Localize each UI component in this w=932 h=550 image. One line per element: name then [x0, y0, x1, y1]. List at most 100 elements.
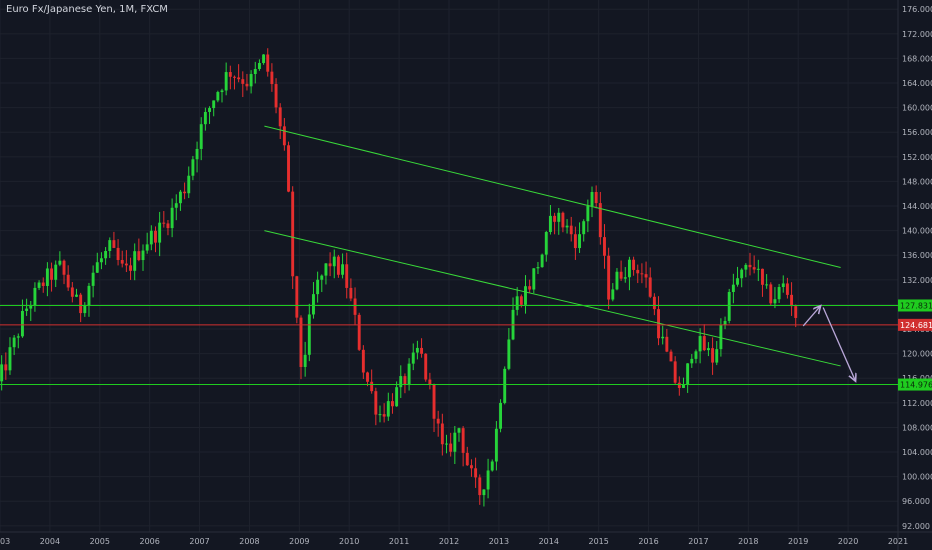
- candle-body-up: [536, 267, 540, 269]
- candle-body-down: [432, 384, 436, 419]
- candle-body-down: [366, 372, 369, 382]
- candle-body-down: [116, 247, 120, 261]
- price-tag: [898, 299, 932, 312]
- candle-body-up: [698, 336, 702, 352]
- candle-body-down: [594, 191, 598, 204]
- trend-channel-line: [264, 230, 841, 367]
- candle-body-down: [120, 260, 124, 264]
- candle-body-down: [636, 269, 640, 274]
- candle-body-down: [328, 263, 332, 267]
- candle-body-up: [83, 305, 87, 314]
- x-tick-label: 2013: [489, 537, 509, 546]
- candle-body-down: [345, 264, 349, 288]
- candle-body-up: [191, 159, 195, 176]
- candle-body-up: [445, 443, 448, 445]
- candle-body-up: [54, 264, 58, 280]
- y-tick-label: 144.000: [902, 202, 932, 211]
- candle-body-up: [307, 314, 311, 355]
- candle-body-down: [266, 54, 270, 72]
- candle-body-down: [382, 414, 386, 417]
- candle-body-up: [29, 305, 33, 309]
- candle-body-up: [133, 251, 137, 271]
- candle-body-up: [378, 414, 382, 416]
- candle-body-up: [12, 337, 16, 348]
- candle-body-down: [299, 317, 303, 367]
- candle-body-up: [195, 148, 199, 160]
- candle-body-down: [349, 287, 353, 299]
- y-tick-label: 96.000: [902, 497, 930, 506]
- candle-body-down: [391, 401, 394, 407]
- candle-body-up: [303, 354, 307, 367]
- candle-body-down: [62, 260, 66, 275]
- y-tick-label: 152.000: [902, 153, 932, 162]
- candle-body-up: [731, 284, 735, 292]
- candle-body-up: [95, 262, 99, 273]
- x-tick-label: 2007: [189, 537, 209, 546]
- candle-body-down: [374, 391, 378, 415]
- candle-body-down: [278, 107, 282, 127]
- y-tick-label: 160.000: [902, 104, 932, 113]
- candle-body-up: [58, 260, 62, 265]
- candle-body-down: [50, 268, 54, 280]
- candle-body-down: [270, 71, 274, 85]
- candle-body-up: [149, 230, 153, 245]
- candle-body-down: [632, 259, 636, 270]
- candle-body-up: [220, 90, 224, 93]
- y-tick-label: 168.000: [902, 54, 932, 63]
- y-tick-label: 112.000: [902, 399, 932, 408]
- candle-body-down: [619, 271, 623, 279]
- candle-body-down: [469, 465, 473, 469]
- candle-body-up: [744, 264, 748, 270]
- y-tick-label: 132.000: [902, 276, 932, 285]
- candle-body-up: [736, 278, 739, 285]
- x-tick-label: 2009: [289, 537, 309, 546]
- candle-body-up: [178, 191, 182, 204]
- candle-body-up: [615, 271, 619, 290]
- candle-body-down: [440, 423, 444, 445]
- candle-body-up: [75, 294, 78, 297]
- candle-body-up: [16, 336, 20, 338]
- candle-body-up: [507, 339, 511, 369]
- candle-body-up: [578, 234, 581, 249]
- candle-body-down: [702, 336, 706, 351]
- candle-body-down: [598, 203, 602, 238]
- candle-body-up: [453, 432, 457, 452]
- candle-body-up: [324, 263, 328, 276]
- candle-body-up: [145, 244, 149, 251]
- candle-body-down: [166, 223, 170, 229]
- candle-body-down: [403, 376, 407, 385]
- candle-body-down: [790, 294, 794, 307]
- y-tick-label: 156.000: [902, 128, 932, 137]
- candle-body-down: [449, 443, 453, 452]
- candle-body-up: [332, 256, 336, 267]
- x-tick-label: 2006: [139, 537, 159, 546]
- candle-body-up: [203, 111, 207, 125]
- candle-body-up: [20, 310, 24, 337]
- candle-body-down: [711, 348, 715, 363]
- candle-body-down: [137, 251, 141, 261]
- price-tag-label: 127.831: [900, 301, 932, 310]
- candle-body-up: [623, 277, 627, 279]
- x-tick-label: 2004: [40, 537, 60, 546]
- candle-body-up: [686, 363, 690, 385]
- candle-body-down: [561, 212, 565, 228]
- candle-body-up: [773, 299, 777, 304]
- y-tick-label: 136.000: [902, 251, 932, 260]
- candle-body-up: [719, 324, 723, 350]
- price-tag: [898, 378, 932, 391]
- candle-body-up: [727, 291, 731, 321]
- candle-body-up: [45, 268, 49, 286]
- price-tag: [898, 318, 932, 331]
- candle-body-down: [436, 418, 440, 424]
- candle-body-up: [715, 349, 719, 363]
- candle-body-down: [233, 76, 236, 78]
- candle-body-down: [677, 382, 681, 388]
- candle-body-up: [494, 428, 498, 462]
- x-tick-label: 2008: [239, 537, 259, 546]
- candle-body-down: [424, 353, 428, 380]
- candle-body-down: [553, 215, 557, 222]
- candle-body-up: [590, 191, 594, 206]
- candle-body-up: [187, 175, 191, 194]
